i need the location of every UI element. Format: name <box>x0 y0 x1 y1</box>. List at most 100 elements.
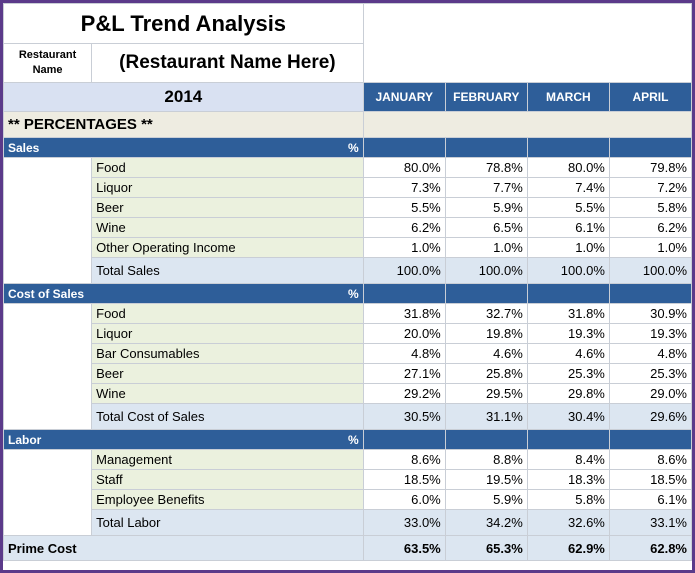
value-cell[interactable]: 4.8% <box>608 343 693 364</box>
page-title: P&L Trend Analysis <box>3 3 364 44</box>
section-header-fill <box>526 137 610 158</box>
section-header: Cost of Sales% <box>3 283 364 304</box>
value-cell[interactable]: 6.1% <box>526 217 610 238</box>
total-value[interactable]: 100.0% <box>362 257 446 284</box>
value-cell[interactable]: 29.2% <box>362 383 446 404</box>
percentages-heading: ** PERCENTAGES ** <box>3 111 364 138</box>
value-cell[interactable]: 7.3% <box>362 177 446 198</box>
line-item-label: Beer <box>91 363 364 384</box>
value-cell[interactable]: 6.1% <box>608 489 693 510</box>
line-item-label: Food <box>91 157 364 178</box>
section-header-fill <box>526 429 610 450</box>
section-header-fill <box>608 429 693 450</box>
value-cell[interactable]: 5.5% <box>526 197 610 218</box>
prime-cost-value[interactable]: 63.5% <box>362 535 446 561</box>
value-cell[interactable]: 27.1% <box>362 363 446 384</box>
total-value[interactable]: 30.4% <box>526 403 610 430</box>
value-cell[interactable]: 7.4% <box>526 177 610 198</box>
value-cell[interactable]: 1.0% <box>444 237 528 258</box>
value-cell[interactable]: 4.6% <box>444 343 528 364</box>
line-item-label: Liquor <box>91 177 364 198</box>
section-header: Labor% <box>3 429 364 450</box>
section-percent-label: % <box>348 140 359 155</box>
total-value[interactable]: 34.2% <box>444 509 528 536</box>
value-cell[interactable]: 1.0% <box>526 237 610 258</box>
total-label: Total Sales <box>91 257 364 284</box>
value-cell[interactable]: 80.0% <box>362 157 446 178</box>
value-cell[interactable]: 29.8% <box>526 383 610 404</box>
value-cell[interactable]: 79.8% <box>608 157 693 178</box>
value-cell[interactable]: 4.8% <box>362 343 446 364</box>
total-value[interactable]: 33.0% <box>362 509 446 536</box>
value-cell[interactable]: 29.5% <box>444 383 528 404</box>
pl-table: P&L Trend Analysis Restaurant Name (Rest… <box>2 3 693 561</box>
value-cell[interactable]: 5.8% <box>608 197 693 218</box>
month-header-jan: JANUARY <box>362 82 446 112</box>
value-cell[interactable]: 4.6% <box>526 343 610 364</box>
value-cell[interactable]: 8.4% <box>526 449 610 470</box>
restaurant-name-field[interactable]: (Restaurant Name Here) <box>91 43 364 83</box>
value-cell[interactable]: 18.5% <box>362 469 446 490</box>
blank-header-area <box>362 3 693 83</box>
total-value[interactable]: 30.5% <box>362 403 446 430</box>
total-value[interactable]: 31.1% <box>444 403 528 430</box>
value-cell[interactable]: 1.0% <box>362 237 446 258</box>
value-cell[interactable]: 29.0% <box>608 383 693 404</box>
value-cell[interactable]: 8.8% <box>444 449 528 470</box>
section-indent <box>2 157 93 284</box>
value-cell[interactable]: 78.8% <box>444 157 528 178</box>
value-cell[interactable]: 8.6% <box>362 449 446 470</box>
value-cell[interactable]: 7.7% <box>444 177 528 198</box>
value-cell[interactable]: 6.2% <box>608 217 693 238</box>
total-value[interactable]: 100.0% <box>608 257 693 284</box>
value-cell[interactable]: 20.0% <box>362 323 446 344</box>
line-item-label: Beer <box>91 197 364 218</box>
value-cell[interactable]: 6.5% <box>444 217 528 238</box>
section-header-fill <box>444 283 528 304</box>
value-cell[interactable]: 7.2% <box>608 177 693 198</box>
section-header-fill <box>444 429 528 450</box>
section-header-fill <box>362 429 446 450</box>
value-cell[interactable]: 30.9% <box>608 303 693 324</box>
value-cell[interactable]: 18.3% <box>526 469 610 490</box>
year-cell[interactable]: 2014 <box>3 82 364 112</box>
total-value[interactable]: 100.0% <box>526 257 610 284</box>
line-item-label: Wine <box>91 217 364 238</box>
section-title: Cost of Sales <box>8 286 85 301</box>
line-item-label: Management <box>91 449 364 470</box>
value-cell[interactable]: 5.5% <box>362 197 446 218</box>
total-value[interactable]: 29.6% <box>608 403 693 430</box>
value-cell[interactable]: 80.0% <box>526 157 610 178</box>
value-cell[interactable]: 6.0% <box>362 489 446 510</box>
value-cell[interactable]: 32.7% <box>444 303 528 324</box>
value-cell[interactable]: 19.5% <box>444 469 528 490</box>
value-cell[interactable]: 19.3% <box>526 323 610 344</box>
value-cell[interactable]: 25.8% <box>444 363 528 384</box>
total-value[interactable]: 100.0% <box>444 257 528 284</box>
prime-cost-value[interactable]: 62.9% <box>526 535 610 561</box>
value-cell[interactable]: 31.8% <box>526 303 610 324</box>
line-item-label: Bar Consumables <box>91 343 364 364</box>
value-cell[interactable]: 5.9% <box>444 489 528 510</box>
value-cell[interactable]: 8.6% <box>608 449 693 470</box>
prime-cost-value[interactable]: 62.8% <box>608 535 693 561</box>
value-cell[interactable]: 5.8% <box>526 489 610 510</box>
value-cell[interactable]: 19.8% <box>444 323 528 344</box>
total-value[interactable]: 32.6% <box>526 509 610 536</box>
value-cell[interactable]: 25.3% <box>608 363 693 384</box>
prime-cost-label: Prime Cost <box>3 535 364 561</box>
value-cell[interactable]: 1.0% <box>608 237 693 258</box>
line-item-label: Liquor <box>91 323 364 344</box>
prime-cost-value[interactable]: 65.3% <box>444 535 528 561</box>
value-cell[interactable]: 5.9% <box>444 197 528 218</box>
value-cell[interactable]: 19.3% <box>608 323 693 344</box>
value-cell[interactable]: 31.8% <box>362 303 446 324</box>
value-cell[interactable]: 18.5% <box>608 469 693 490</box>
total-value[interactable]: 33.1% <box>608 509 693 536</box>
value-cell[interactable]: 6.2% <box>362 217 446 238</box>
value-cell[interactable]: 25.3% <box>526 363 610 384</box>
section-title: Sales <box>8 140 40 155</box>
restaurant-name-label: Restaurant Name <box>2 43 93 83</box>
line-item-label: Food <box>91 303 364 324</box>
